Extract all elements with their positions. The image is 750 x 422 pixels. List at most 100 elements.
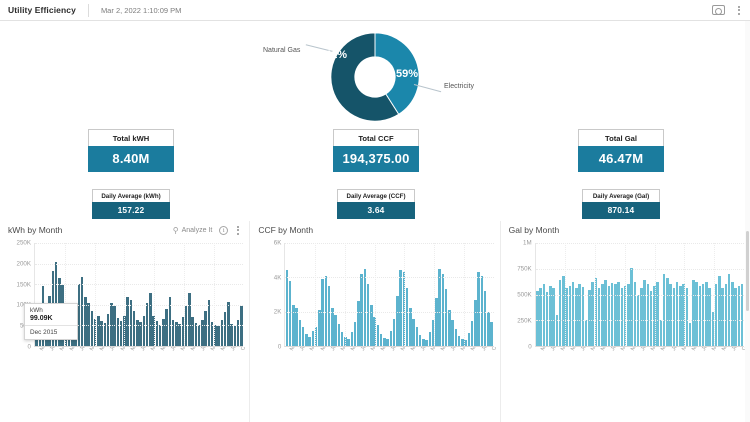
bar[interactable] [714, 284, 718, 346]
analyze-it-button[interactable]: ⚲ Analyze It [173, 226, 213, 235]
bar[interactable] [204, 310, 207, 346]
bar[interactable] [620, 288, 624, 346]
bar[interactable] [643, 280, 646, 346]
bar[interactable] [136, 319, 139, 346]
bar[interactable] [288, 280, 292, 346]
bar[interactable] [448, 309, 451, 346]
plot-ccf[interactable]: 0 2K 4K 6K [256, 240, 495, 351]
bar[interactable] [457, 335, 461, 346]
bar[interactable] [588, 290, 591, 346]
bar[interactable] [679, 286, 682, 346]
bar[interactable] [562, 275, 565, 346]
bar[interactable] [711, 312, 715, 346]
bar[interactable] [331, 308, 334, 346]
bar[interactable] [158, 324, 162, 346]
bar[interactable] [103, 323, 107, 346]
kebab-menu-icon[interactable] [736, 4, 742, 17]
bar[interactable] [415, 327, 419, 346]
bar[interactable] [178, 323, 181, 346]
bar[interactable] [162, 318, 165, 346]
bar[interactable] [470, 321, 474, 346]
bar[interactable] [379, 333, 383, 346]
bar[interactable] [568, 286, 572, 346]
bar[interactable] [149, 293, 152, 346]
bar[interactable] [396, 296, 399, 346]
bar[interactable] [334, 315, 337, 346]
bar[interactable] [412, 318, 415, 346]
bar[interactable] [653, 286, 656, 346]
bar[interactable] [601, 284, 604, 346]
bar[interactable] [454, 328, 458, 346]
bar[interactable] [139, 322, 142, 346]
bar[interactable] [311, 330, 315, 346]
bar[interactable] [701, 284, 705, 346]
bar[interactable] [220, 320, 224, 346]
bar[interactable] [366, 284, 370, 346]
bar[interactable] [464, 340, 467, 346]
kpi-card-total-gal[interactable]: Total Gal 46.47M [578, 129, 664, 172]
bar[interactable] [685, 288, 689, 346]
bar[interactable] [451, 320, 454, 346]
bar[interactable] [392, 318, 396, 346]
bar[interactable] [438, 268, 441, 346]
bar[interactable] [483, 291, 487, 346]
donut-slice-1[interactable] [330, 32, 400, 122]
bar[interactable] [314, 327, 318, 346]
bar[interactable] [640, 288, 643, 346]
bar[interactable] [353, 321, 357, 346]
bar[interactable] [604, 280, 607, 346]
plot-kwh[interactable]: 050K100K150K200K250K kWh 99.09K Dec 2015 [6, 240, 245, 351]
bar[interactable] [295, 308, 298, 346]
bar[interactable] [425, 339, 428, 346]
bar[interactable] [705, 282, 708, 346]
bar[interactable] [545, 292, 549, 346]
bar[interactable] [285, 270, 289, 346]
bar[interactable] [428, 332, 432, 346]
bar[interactable] [441, 273, 445, 346]
bar[interactable] [132, 310, 136, 346]
bar[interactable] [77, 284, 81, 346]
bar[interactable] [298, 320, 302, 346]
bar[interactable] [578, 284, 581, 346]
bar[interactable] [233, 326, 237, 346]
bar[interactable] [695, 282, 698, 346]
bar[interactable] [409, 308, 412, 346]
bar[interactable] [487, 311, 490, 346]
bar[interactable] [688, 323, 692, 346]
bar[interactable] [197, 325, 201, 346]
bar[interactable] [188, 293, 191, 346]
bar[interactable] [692, 280, 695, 346]
bar[interactable] [721, 288, 724, 346]
bar[interactable] [87, 302, 90, 346]
bar[interactable] [480, 275, 484, 346]
kpi-card-daily-average-gal[interactable]: Daily Average (Gal) 870.14 [582, 189, 660, 219]
bar[interactable] [646, 284, 650, 346]
bar[interactable] [360, 273, 363, 346]
bar[interactable] [340, 332, 344, 346]
bar[interactable] [734, 288, 737, 346]
bar[interactable] [724, 284, 728, 346]
bar[interactable] [542, 284, 546, 346]
bar[interactable] [191, 317, 194, 346]
bar[interactable] [165, 308, 168, 346]
bar[interactable] [666, 278, 669, 346]
bar[interactable] [649, 291, 653, 346]
bar[interactable] [708, 288, 711, 346]
bar[interactable] [614, 284, 617, 346]
bar[interactable] [467, 332, 471, 346]
bar[interactable] [669, 284, 672, 346]
bar[interactable] [90, 311, 94, 346]
bar[interactable] [383, 338, 386, 346]
bar[interactable] [227, 301, 230, 346]
bar[interactable] [126, 297, 129, 346]
bar[interactable] [210, 322, 214, 346]
bar[interactable] [575, 288, 578, 346]
bar[interactable] [675, 282, 679, 346]
bar[interactable] [617, 282, 620, 346]
kpi-card-daily-average-ccf[interactable]: Daily Average (CCF) 3.64 [337, 189, 415, 219]
bar[interactable] [152, 315, 155, 346]
bar[interactable] [627, 284, 630, 346]
info-icon[interactable]: i [219, 225, 229, 235]
bar[interactable] [422, 338, 425, 346]
bar[interactable] [740, 284, 744, 346]
